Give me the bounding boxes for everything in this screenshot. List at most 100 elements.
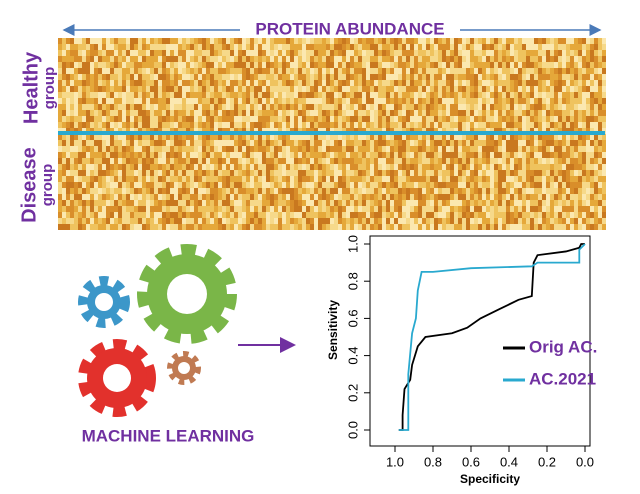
heatmap-cell (294, 140, 298, 146)
heatmap-cell (218, 56, 222, 62)
heatmap-cell (514, 206, 518, 212)
heatmap-cell (382, 146, 386, 152)
heatmap-cell (490, 38, 494, 44)
heatmap-cell (550, 38, 554, 44)
heatmap-cell (274, 212, 278, 218)
heatmap-cell (254, 164, 258, 170)
heatmap-cell (234, 158, 238, 164)
heatmap-cell (494, 206, 498, 212)
heatmap-cell (354, 50, 358, 56)
heatmap-cell (334, 188, 338, 194)
heatmap-cell (406, 164, 410, 170)
heatmap-cell (374, 74, 378, 80)
heatmap-cell (546, 206, 550, 212)
heatmap-cell (466, 170, 470, 176)
heatmap-cell (454, 110, 458, 116)
heatmap-cell (518, 50, 522, 56)
heatmap-cell (214, 80, 218, 86)
heatmap-cell (214, 38, 218, 44)
heatmap-cell (58, 86, 62, 92)
heatmap-cell (266, 158, 270, 164)
heatmap-cell (62, 56, 66, 62)
heatmap-cell (246, 212, 250, 218)
heatmap-cell (86, 146, 90, 152)
heatmap-cell (58, 110, 62, 116)
heatmap-cell (462, 116, 466, 122)
heatmap-cell (530, 194, 534, 200)
heatmap-cell (582, 98, 586, 104)
heatmap-cell (346, 86, 350, 92)
heatmap-cell (242, 62, 246, 68)
heatmap-cell (498, 68, 502, 74)
heatmap-cell (582, 170, 586, 176)
heatmap-cell (178, 122, 182, 128)
heatmap-cell (362, 74, 366, 80)
heatmap-cell (490, 92, 494, 98)
heatmap-cell (398, 80, 402, 86)
heatmap-cell (326, 170, 330, 176)
heatmap-cell (174, 200, 178, 206)
heatmap-cell (438, 38, 442, 44)
heatmap-cell (546, 68, 550, 74)
heatmap-cell (306, 98, 310, 104)
heatmap-cell (62, 170, 66, 176)
heatmap-cell (62, 86, 66, 92)
heatmap-cell (270, 176, 274, 182)
heatmap-cell (318, 74, 322, 80)
heatmap-cell (490, 212, 494, 218)
heatmap-cell (174, 158, 178, 164)
heatmap-cell (562, 98, 566, 104)
heatmap-cell (58, 50, 62, 56)
heatmap-cell (334, 170, 338, 176)
heatmap-cell (410, 218, 414, 224)
heatmap-cell (114, 86, 118, 92)
heatmap-cell (118, 176, 122, 182)
heatmap-cell (130, 116, 134, 122)
heatmap-cell (410, 80, 414, 86)
heatmap-cell (302, 158, 306, 164)
heatmap-cell (358, 38, 362, 44)
heatmap-cell (310, 50, 314, 56)
heatmap-cell (170, 206, 174, 212)
heatmap-cell (462, 182, 466, 188)
heatmap-cell (450, 182, 454, 188)
heatmap-cell (226, 110, 230, 116)
heatmap-cell (218, 170, 222, 176)
heatmap-cell (146, 200, 150, 206)
heatmap-cell (274, 158, 278, 164)
heatmap-cell (122, 74, 126, 80)
heatmap-cell (342, 194, 346, 200)
heatmap-cell (94, 176, 98, 182)
x-tick-label: 0.4 (500, 454, 518, 469)
heatmap-cell (326, 152, 330, 158)
heatmap-cell (346, 170, 350, 176)
heatmap-cell (218, 152, 222, 158)
heatmap-cell (570, 110, 574, 116)
heatmap-cell (322, 56, 326, 62)
heatmap-cell (74, 176, 78, 182)
heatmap-cell (210, 176, 214, 182)
heatmap-cell (234, 68, 238, 74)
heatmap-cell (150, 98, 154, 104)
heatmap-cell (134, 164, 138, 170)
heatmap-cell (422, 140, 426, 146)
heatmap-cell (494, 92, 498, 98)
heatmap-cell (486, 110, 490, 116)
heatmap-cell (370, 50, 374, 56)
heatmap-cell (474, 38, 478, 44)
heatmap-cell (514, 188, 518, 194)
heatmap-cell (562, 170, 566, 176)
heatmap-cell (346, 44, 350, 50)
heatmap-cell (546, 224, 550, 230)
heatmap-cell (234, 182, 238, 188)
heatmap-cell (414, 170, 418, 176)
heatmap-cell (442, 86, 446, 92)
heatmap-cell (246, 224, 250, 230)
heatmap-cell (482, 68, 486, 74)
heatmap-cell (498, 170, 502, 176)
heatmap-cell (518, 38, 522, 44)
heatmap-cell (510, 74, 514, 80)
heatmap-cell (526, 212, 530, 218)
heatmap-cell (486, 104, 490, 110)
